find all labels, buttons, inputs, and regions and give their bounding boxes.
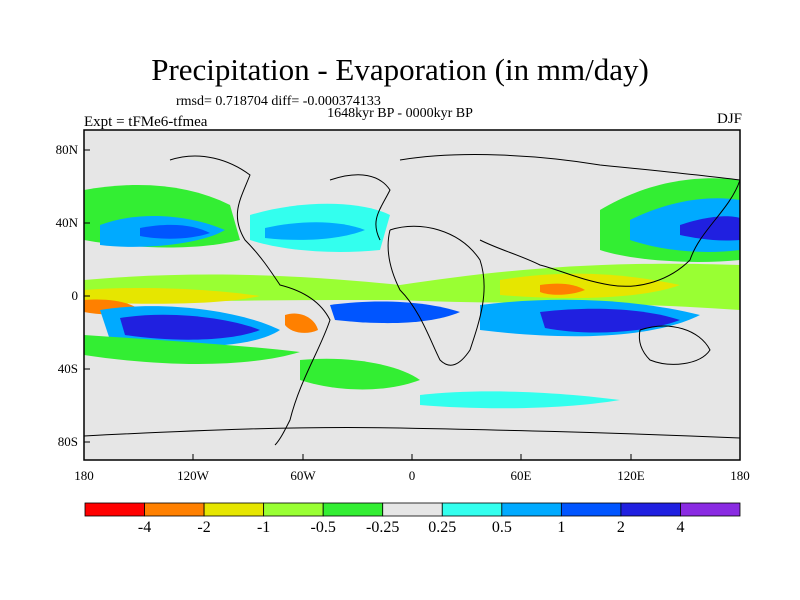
- ticks: [83, 149, 741, 460]
- coastlines: [84, 154, 740, 446]
- colorbar-swatch: [501, 502, 562, 517]
- colorbar-swatch: [84, 502, 145, 517]
- chart-title: Precipitation - Evaporation (in mm/day): [151, 52, 649, 87]
- season-label: DJF: [716, 111, 742, 127]
- xtick-60e: 60E: [510, 468, 532, 483]
- xtick-60w: 60W: [290, 468, 316, 483]
- colorbar-swatch: [441, 502, 503, 517]
- xtick-120e: 120E: [617, 468, 645, 483]
- xtick-180e: 180: [730, 468, 750, 483]
- colorbar: [84, 502, 741, 517]
- colorbar-label: -1: [256, 519, 271, 536]
- colorbar-label: 2: [616, 519, 625, 536]
- colorbar-label: -2: [197, 519, 211, 536]
- colorbar-swatch: [382, 502, 443, 517]
- ytick-40s: 40S: [57, 361, 78, 376]
- experiment-label: Expt = tFMe6-tfmea: [84, 114, 208, 130]
- colorbar-swatch: [560, 502, 622, 517]
- ytick-80s: 80S: [57, 434, 78, 449]
- colorbar-label: 1: [557, 519, 566, 536]
- colorbar-swatch: [203, 502, 265, 517]
- xtick-180w: 180: [74, 468, 94, 483]
- colorbar-swatch: [263, 502, 324, 517]
- colorbar-label: 0.5: [491, 519, 512, 536]
- colorbar-label: -0.5: [310, 519, 336, 536]
- colorbar-label: -4: [137, 519, 152, 536]
- field-layer: [84, 130, 740, 460]
- ytick-0: 0: [71, 288, 79, 303]
- period-text: 1648kyr BP - 0000kyr BP: [327, 106, 473, 121]
- colorbar-label: 0.25: [428, 519, 457, 536]
- stats-text: rmsd= 0.718704 diff= -0.000374133: [176, 94, 381, 109]
- colorbar-label: 4: [676, 519, 685, 536]
- ytick-40n: 40N: [55, 215, 78, 230]
- colorbar-label: -0.25: [366, 519, 400, 536]
- xtick-120w: 120W: [177, 468, 209, 483]
- colorbar-swatch: [680, 502, 741, 517]
- ytick-80n: 80N: [55, 142, 78, 157]
- colorbar-swatch: [144, 502, 205, 517]
- xtick-0: 0: [408, 468, 416, 483]
- colorbar-swatch: [322, 502, 384, 517]
- colorbar-swatch: [620, 502, 681, 517]
